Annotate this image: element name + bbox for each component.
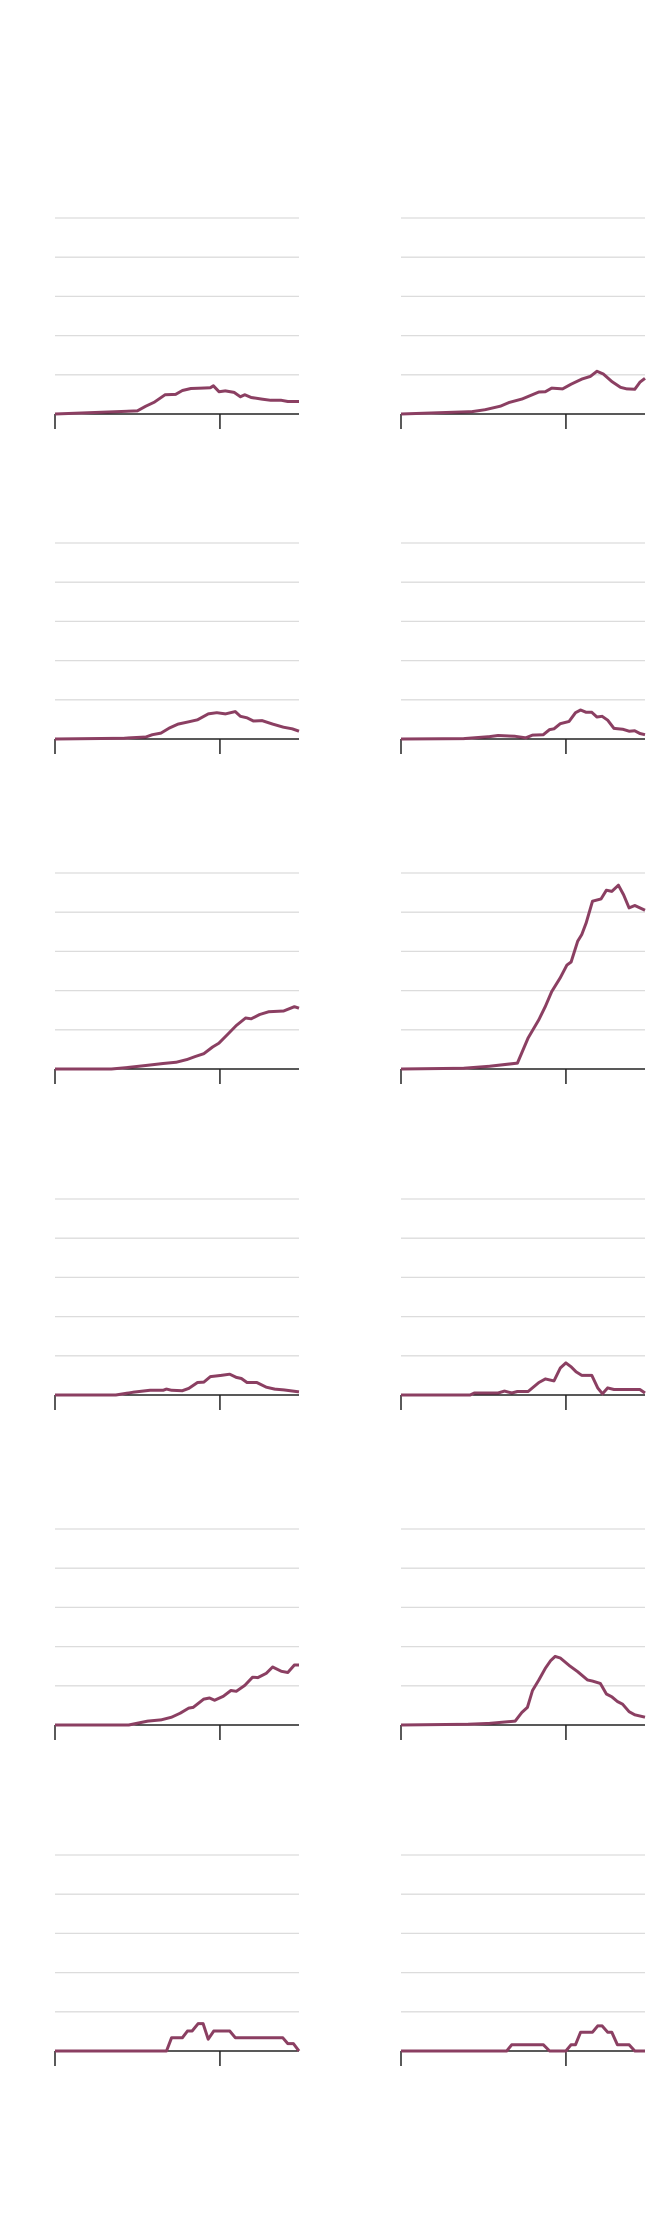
chart-panel-9 <box>54 1528 299 1740</box>
series-line <box>55 2022 301 2053</box>
chart-panel-1 <box>54 217 299 429</box>
series-line <box>401 1361 646 1397</box>
chart-panel-4 <box>400 542 646 754</box>
series-line <box>55 1372 300 1397</box>
series-line <box>400 883 646 1071</box>
chart-panel-6 <box>400 872 646 1084</box>
series-line <box>55 1005 300 1071</box>
chart-panel-2 <box>400 217 646 429</box>
chart-panel-11 <box>54 1854 301 2066</box>
chart-panel-5 <box>54 872 300 1084</box>
series-line <box>400 369 646 416</box>
chart-panel-7 <box>54 1198 300 1410</box>
series-line <box>400 708 646 741</box>
series-line <box>54 384 299 416</box>
chart-panel-3 <box>54 542 300 754</box>
chart-panel-10 <box>400 1528 646 1740</box>
series-line <box>55 1663 299 1727</box>
chart-panel-12 <box>400 1854 645 2066</box>
chart-panel-8 <box>400 1198 646 1410</box>
series-line <box>401 2024 645 2053</box>
series-line <box>400 1654 646 1727</box>
series-line <box>54 710 300 741</box>
